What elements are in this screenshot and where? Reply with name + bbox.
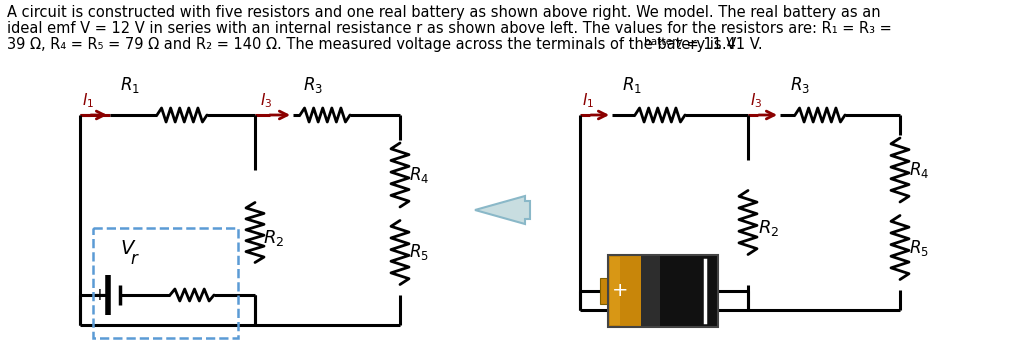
Text: $I_1$: $I_1$	[582, 91, 594, 110]
Text: $R_2$: $R_2$	[758, 217, 779, 238]
Text: = 11.41 V.: = 11.41 V.	[682, 37, 763, 52]
Text: $R_3$: $R_3$	[790, 75, 810, 95]
Bar	[641, 255, 660, 327]
Text: $R_3$: $R_3$	[303, 75, 323, 95]
Text: $I_3$: $I_3$	[260, 91, 272, 110]
Text: $I_1$: $I_1$	[82, 91, 94, 110]
Text: ideal emf V = 12 V in series with an internal resistance r as shown above left. : ideal emf V = 12 V in series with an int…	[7, 21, 892, 36]
Text: $r$: $r$	[130, 251, 139, 268]
Text: A circuit is constructed with five resistors and one real battery as shown above: A circuit is constructed with five resis…	[7, 5, 881, 20]
Text: 39 Ω, R₄ = R₅ = 79 Ω and R₂ = 140 Ω. The measured voltage across the terminals o: 39 Ω, R₄ = R₅ = 79 Ω and R₂ = 140 Ω. The…	[7, 37, 736, 52]
Bar	[608, 255, 641, 327]
Text: $R_1$: $R_1$	[120, 75, 140, 95]
Text: $R_5$: $R_5$	[409, 243, 429, 262]
Text: $R_4$: $R_4$	[409, 165, 429, 185]
Text: $R_1$: $R_1$	[622, 75, 642, 95]
Text: $I_3$: $I_3$	[750, 91, 763, 110]
Text: $R_5$: $R_5$	[909, 238, 929, 258]
Text: $+$: $+$	[92, 286, 106, 304]
Bar	[600, 279, 608, 304]
Text: $V$: $V$	[120, 240, 136, 258]
Text: $R_2$: $R_2$	[263, 228, 285, 247]
Bar	[641, 255, 718, 327]
Polygon shape	[475, 196, 530, 224]
Text: battery: battery	[644, 37, 683, 47]
Bar	[610, 257, 620, 325]
Bar	[608, 255, 718, 327]
Text: $+$: $+$	[611, 282, 628, 300]
Text: $R_4$: $R_4$	[909, 160, 929, 180]
